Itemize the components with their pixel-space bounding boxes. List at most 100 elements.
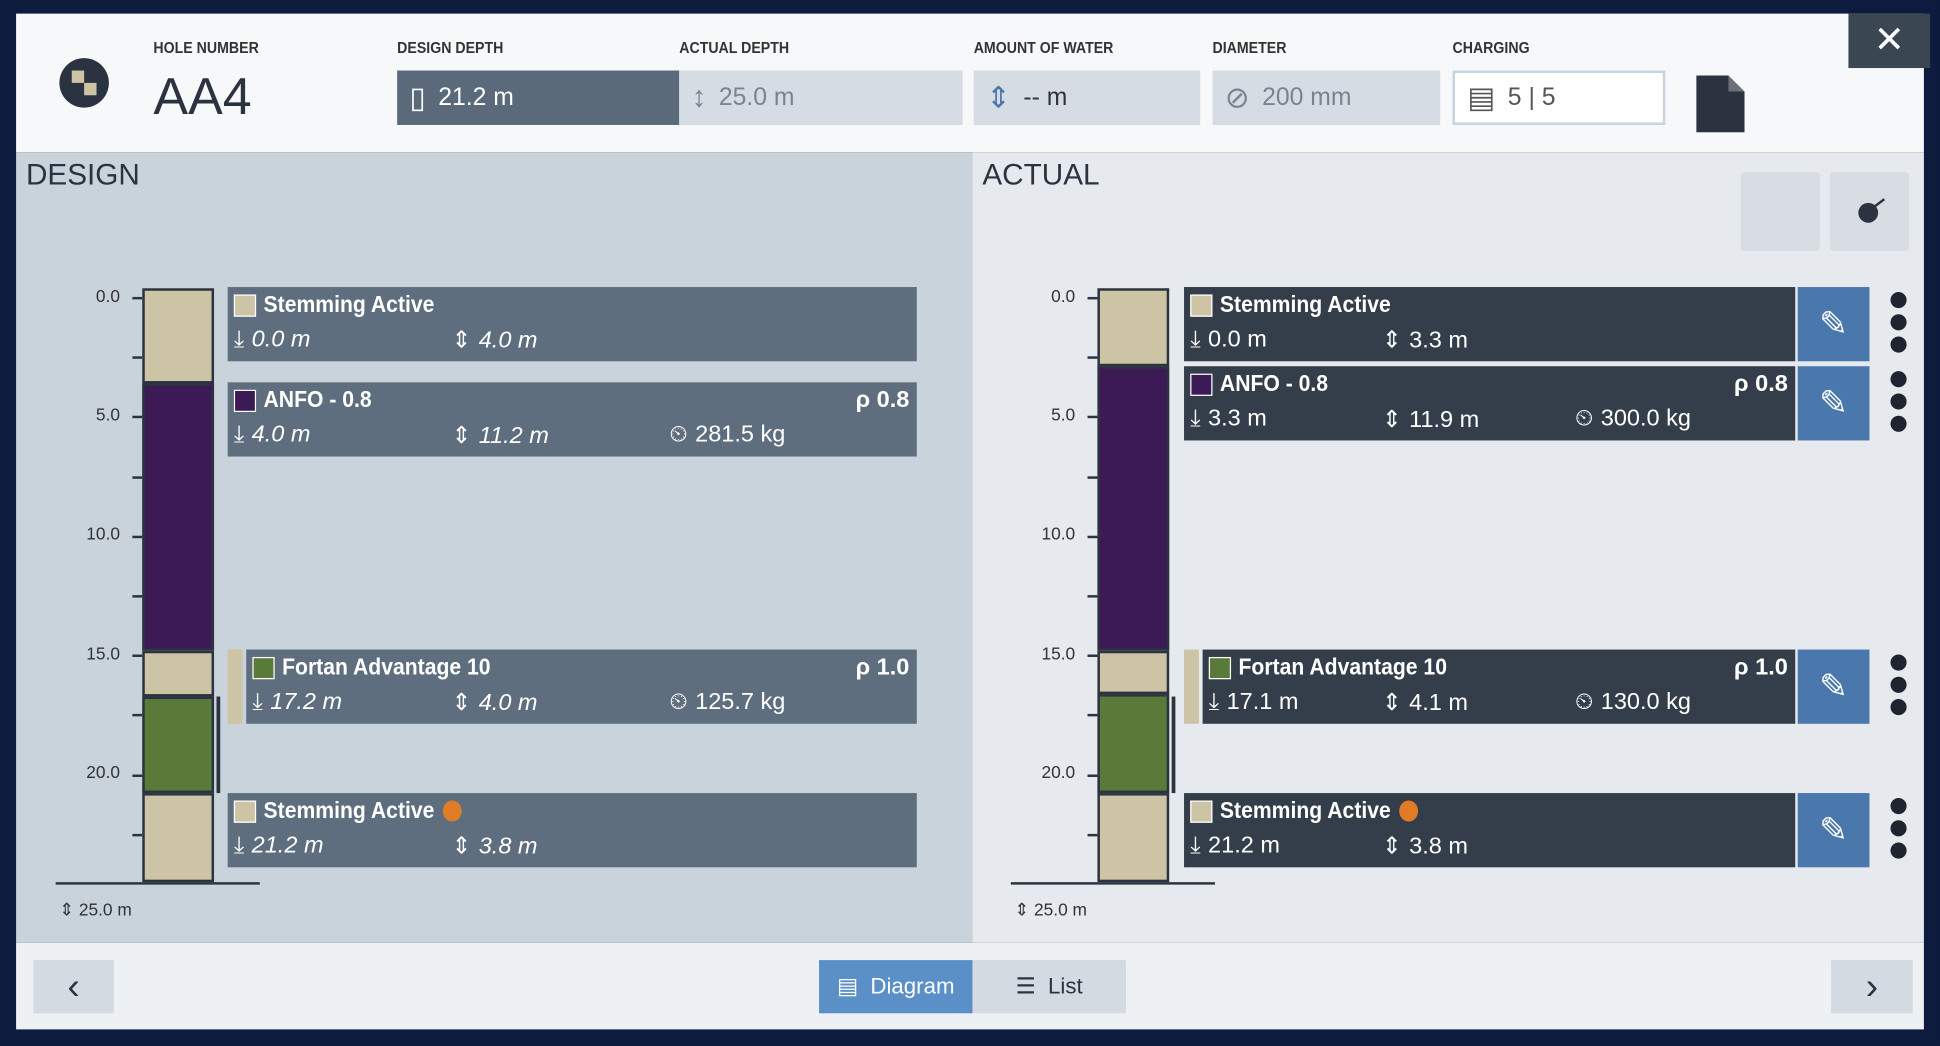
weight-icon: ⏲ [669, 421, 688, 448]
deck-length: ⇕ 3.3 m [1382, 327, 1468, 355]
deck-length-value: 11.2 m [478, 422, 549, 449]
deck-length-value: 3.8 m [1409, 833, 1468, 860]
edit-button[interactable]: ✎ [1797, 649, 1870, 724]
deck-top: ⤓ 17.2 m [252, 689, 342, 716]
deck-top: ⤓ 0.0 m [234, 327, 311, 354]
column-segment [142, 288, 215, 384]
deck-name: Fortan Advantage 10 [1238, 654, 1447, 681]
column-segment [1097, 366, 1170, 651]
deck-top-value: 17.2 m [270, 689, 343, 716]
deck-card: Stemming Active ⤓ 0.0 m ⇕ 4.0 m [227, 287, 917, 362]
menu-dot [1890, 291, 1907, 309]
menu-dot [1890, 842, 1907, 859]
length-icon: ⇕ [1381, 690, 1402, 717]
deck-card: ANFO - 0.8 ρ 0.8 ⤓ 4.0 m ⇕ 11.2 m ⏲ 281.5 kg [227, 382, 917, 457]
deck-top-value: 3.3 m [1208, 405, 1267, 432]
deck-length: ⇕ 3.8 m [1382, 833, 1468, 861]
field-value: 25.0 m [718, 83, 795, 111]
scale-tick [1087, 296, 1098, 300]
bottom-depth-value: 25.0 m [1034, 899, 1087, 920]
depth-icon: ⇕ [59, 899, 74, 920]
next-button[interactable]: › [1831, 960, 1913, 1014]
deck-name-wrap: Fortan Advantage 10 [1238, 654, 1446, 681]
deck-swatch [233, 294, 257, 317]
length-icon: ⇕ [1381, 833, 1402, 860]
length-icon: ⇕ [1381, 327, 1402, 354]
deck-name: Stemming Active [263, 291, 435, 318]
scale-label: 10.0 [1041, 523, 1076, 544]
more-button[interactable] [1890, 291, 1908, 364]
length-icon: ⇕ [451, 690, 472, 717]
scale-tick [1087, 416, 1098, 419]
more-button[interactable] [1890, 798, 1908, 870]
close-button[interactable]: ✕ [1848, 13, 1931, 69]
deck-name: Stemming Active [263, 798, 435, 825]
column-segment [1097, 694, 1170, 794]
more-button[interactable] [1890, 654, 1908, 726]
hole-number-label: HOLE NUMBER [153, 38, 259, 57]
scale-tick [1087, 714, 1098, 717]
list-tab[interactable]: ☰ List [972, 960, 1126, 1014]
deck-top: ⤓ 3.3 m [1190, 406, 1267, 433]
scale-tick [132, 475, 143, 479]
menu-dot [1890, 699, 1907, 716]
field-value: 21.2 m [438, 83, 514, 111]
column-segment [142, 383, 215, 651]
depth-icon: ⇕ [1014, 899, 1030, 920]
weight-icon: ⏲ [1575, 405, 1594, 432]
deck-swatch [1190, 800, 1213, 823]
deck-length: ⇕ 3.8 m [452, 833, 538, 861]
deck-top-value: 21.2 m [1208, 832, 1280, 859]
deck-name-wrap: Stemming Active [1220, 292, 1391, 319]
field-icon: ▤ [1467, 81, 1496, 115]
deck-length: ⇕ 11.9 m [1382, 406, 1479, 434]
deck-length: ⇕ 4.1 m [1382, 689, 1468, 717]
diagram-tab-label: Diagram [870, 973, 955, 999]
deck-length: ⇕ 11.2 m [452, 422, 549, 450]
scale-tick [132, 774, 143, 777]
deck-swatch [1208, 656, 1232, 680]
deck-weight: ⏲ 281.5 kg [669, 422, 785, 449]
charge-bracket [216, 696, 221, 794]
edit-button[interactable]: ✎ [1797, 793, 1870, 868]
scale-tick [132, 296, 143, 300]
prev-button[interactable]: ‹ [33, 960, 114, 1014]
menu-dot [1890, 415, 1907, 432]
field-label: DIAMETER [1212, 38, 1287, 57]
diagram-tab[interactable]: ▤ Diagram [819, 960, 973, 1014]
edit-button[interactable]: ✎ [1797, 287, 1870, 362]
deck-name-wrap: ANFO - 0.8 [1220, 371, 1328, 398]
deck-swatch [1190, 373, 1213, 396]
top-icon: ⤓ [1208, 689, 1220, 716]
deck-top-value: 0.0 m [1208, 326, 1267, 353]
top-icon: ⤓ [1190, 405, 1201, 432]
deck-swatch [252, 656, 275, 680]
field-value: -- m [1023, 83, 1068, 111]
deck-swatch [1190, 294, 1213, 317]
scale-tick [132, 654, 143, 658]
column-segment [142, 793, 215, 883]
add-deck-button[interactable] [1740, 171, 1820, 252]
edit-button[interactable]: ✎ [1797, 366, 1870, 441]
field-icon: ⊘ [1224, 81, 1250, 115]
menu-dot [1890, 314, 1907, 331]
primer-button[interactable] [1829, 171, 1910, 252]
primer-icon [443, 801, 463, 823]
deck-tab [227, 649, 243, 724]
scale-label: 20.0 [86, 762, 121, 782]
hole-icon [59, 58, 109, 108]
deck-name-wrap: Stemming Active [264, 292, 435, 319]
deck-density: ρ 1.0 [1734, 654, 1788, 681]
scale-tick [1087, 833, 1098, 837]
field-box[interactable]: ▤ 5 | 5 [1452, 70, 1666, 125]
scale-tick [132, 535, 143, 538]
field-label: CHARGING [1452, 38, 1530, 57]
top-icon: ⤓ [1190, 832, 1201, 859]
more-button[interactable] [1890, 371, 1908, 443]
deck-top: ⤓ 17.1 m [1209, 689, 1299, 716]
scale-tick [1087, 654, 1098, 658]
document-button[interactable] [1696, 75, 1745, 133]
weight-icon: ⏲ [1575, 689, 1594, 716]
deck-length: ⇕ 4.0 m [452, 327, 538, 355]
